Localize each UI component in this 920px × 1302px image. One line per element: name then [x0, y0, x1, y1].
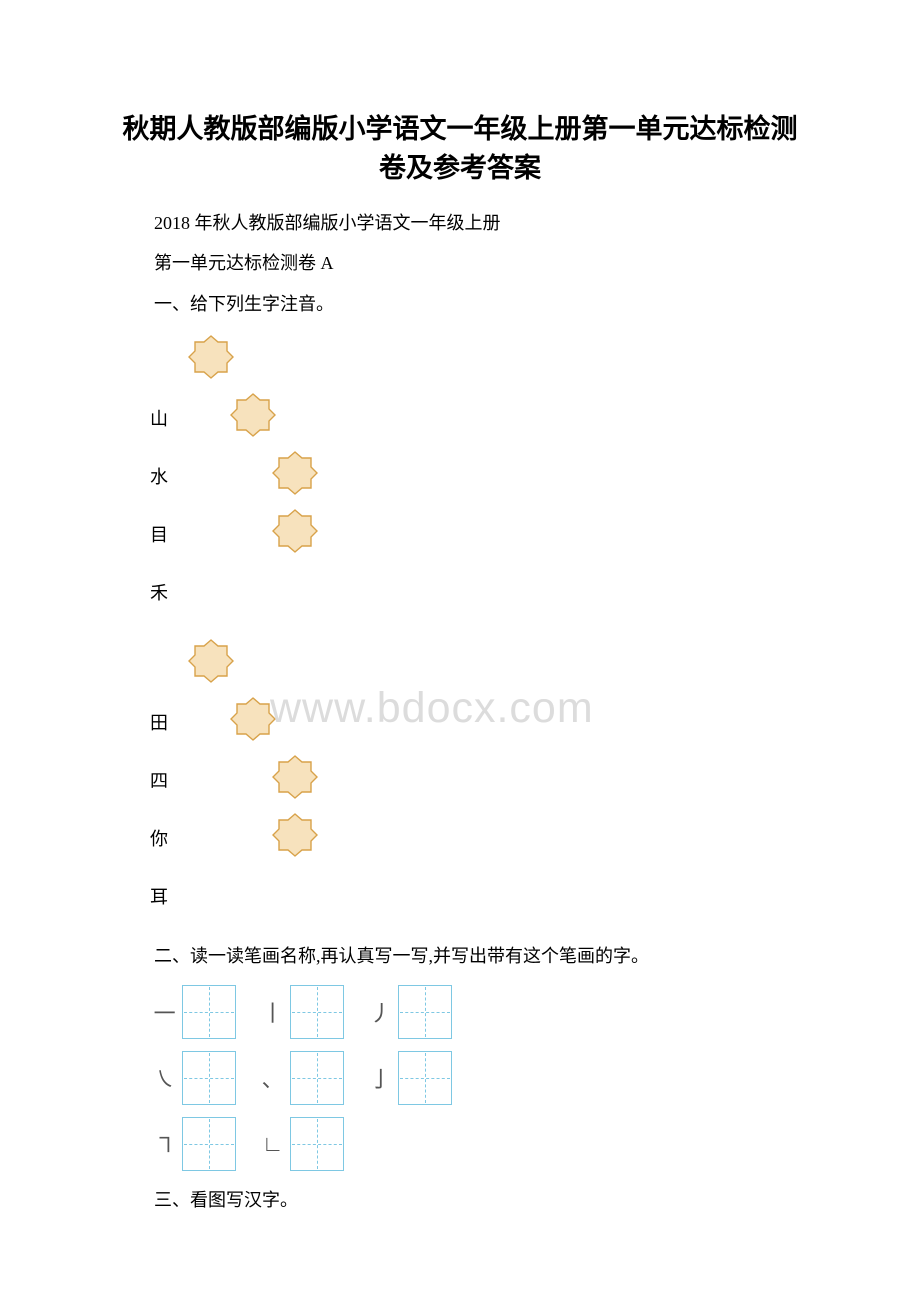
char-label: 目: [150, 521, 180, 547]
star-row: 水: [150, 447, 802, 505]
star-icon: [272, 754, 318, 805]
document-title: 秋期人教版部编版小学语文一年级上册第一单元达标检测 卷及参考答案: [118, 110, 802, 188]
stroke-item: 丿: [368, 985, 452, 1039]
star-row: 田: [150, 693, 802, 751]
document-page: 秋期人教版部编版小学语文一年级上册第一单元达标检测 卷及参考答案 2018 年秋…: [0, 0, 920, 1263]
tianzige-box: [290, 1117, 344, 1171]
char-group-2: 田 四 你 耳: [118, 635, 802, 925]
star-row: [150, 331, 802, 389]
tianzige-box: [182, 985, 236, 1039]
star-row: 山: [150, 389, 802, 447]
section-3-heading: 三、看图写汉字。: [118, 1183, 802, 1217]
star-icon: [272, 450, 318, 501]
stroke-glyph: 、: [260, 1062, 286, 1094]
tianzige-box: [182, 1051, 236, 1105]
title-line-2: 卷及参考答案: [379, 153, 541, 183]
stroke-glyph: 亅: [368, 1062, 394, 1094]
stroke-glyph: ∟: [260, 1131, 286, 1157]
char-label: 禾: [150, 579, 180, 605]
star-icon: [230, 392, 276, 443]
star-row: 目: [150, 505, 802, 563]
star-icon: [272, 508, 318, 559]
char-label: 水: [150, 463, 180, 489]
stroke-row: 一 丨 丿: [152, 985, 802, 1039]
stroke-item: 亅: [368, 1051, 452, 1105]
stroke-glyph: 丿: [368, 996, 394, 1028]
star-row: 禾: [150, 563, 802, 621]
title-line-1: 秋期人教版部编版小学语文一年级上册第一单元达标检测: [123, 114, 798, 144]
stroke-item: 一: [152, 985, 236, 1039]
stroke-practice-grid: 一 丨 丿 ㇏ 、 亅: [152, 985, 802, 1171]
star-icon: [188, 638, 234, 689]
char-label: 山: [150, 405, 180, 431]
stroke-item: ㇕: [152, 1117, 236, 1171]
star-icon: [230, 696, 276, 747]
star-icon: [272, 812, 318, 863]
subtitle-1: 2018 年秋人教版部编版小学语文一年级上册: [118, 206, 802, 240]
star-icon: [188, 334, 234, 385]
stroke-row: ㇏ 、 亅: [152, 1051, 802, 1105]
char-label: 耳: [150, 883, 180, 909]
section-2-heading: 二、读一读笔画名称,再认真写一写,并写出带有这个笔画的字。: [118, 939, 802, 973]
stroke-glyph: ㇏: [152, 1062, 178, 1094]
tianzige-box: [398, 985, 452, 1039]
tianzige-box: [290, 1051, 344, 1105]
star-row: 耳: [150, 867, 802, 925]
section-1-heading: 一、给下列生字注音。: [118, 287, 802, 321]
star-row: [150, 635, 802, 693]
stroke-row: ㇕ ∟: [152, 1117, 802, 1171]
char-group-1: 山 水 目 禾: [118, 331, 802, 621]
stroke-glyph: 丨: [260, 996, 286, 1028]
char-label: 你: [150, 825, 180, 851]
stroke-item: 丨: [260, 985, 344, 1039]
stroke-item: 、: [260, 1051, 344, 1105]
stroke-glyph: ㇕: [152, 1128, 178, 1160]
char-label: 四: [150, 767, 180, 793]
star-row: 四: [150, 751, 802, 809]
tianzige-box: [182, 1117, 236, 1171]
stroke-item: ㇏: [152, 1051, 236, 1105]
tianzige-box: [290, 985, 344, 1039]
char-label: 田: [150, 709, 180, 735]
star-row: 你: [150, 809, 802, 867]
subtitle-2: 第一单元达标检测卷 A: [118, 246, 802, 280]
tianzige-box: [398, 1051, 452, 1105]
stroke-glyph: 一: [152, 996, 178, 1028]
stroke-item: ∟: [260, 1117, 344, 1171]
